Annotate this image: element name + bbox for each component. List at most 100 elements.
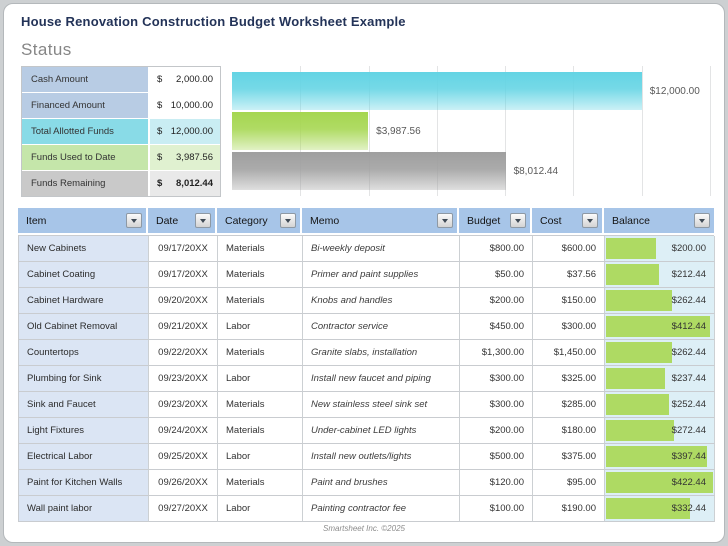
status-value-cell[interactable]: $3,987.56	[150, 145, 220, 170]
cell-balance[interactable]: $237.44	[605, 366, 715, 392]
column-header-item[interactable]: Item	[18, 208, 148, 233]
cell-memo[interactable]: Contractor service	[303, 314, 460, 340]
cell-budget[interactable]: $200.00	[460, 288, 533, 314]
filter-button[interactable]	[437, 213, 453, 228]
cell-item[interactable]: New Cabinets	[19, 236, 149, 262]
cell-memo[interactable]: Knobs and handles	[303, 288, 460, 314]
cell-item[interactable]: Electrical Labor	[19, 444, 149, 470]
cell-item[interactable]: Plumbing for Sink	[19, 366, 149, 392]
cell-memo[interactable]: Paint and brushes	[303, 470, 460, 496]
cell-memo[interactable]: Granite slabs, installation	[303, 340, 460, 366]
cell-balance[interactable]: $200.00	[605, 236, 715, 262]
filter-button[interactable]	[582, 213, 598, 228]
cell-item[interactable]: Sink and Faucet	[19, 392, 149, 418]
cell-item[interactable]: Paint for Kitchen Walls	[19, 470, 149, 496]
cell-memo[interactable]: Painting contractor fee	[303, 496, 460, 522]
cell-date[interactable]: 09/17/20XX	[149, 236, 218, 262]
cell-budget[interactable]: $200.00	[460, 418, 533, 444]
cell-item[interactable]: Cabinet Coating	[19, 262, 149, 288]
cell-memo[interactable]: New stainless steel sink set	[303, 392, 460, 418]
column-header-memo[interactable]: Memo	[302, 208, 459, 233]
cell-budget[interactable]: $800.00	[460, 236, 533, 262]
cell-budget[interactable]: $300.00	[460, 392, 533, 418]
status-value-cell[interactable]: $12,000.00	[150, 119, 220, 144]
cell-category[interactable]: Labor	[218, 444, 303, 470]
cell-category[interactable]: Labor	[218, 496, 303, 522]
cell-category[interactable]: Materials	[218, 392, 303, 418]
cell-category[interactable]: Labor	[218, 314, 303, 340]
cell-date[interactable]: 09/26/20XX	[149, 470, 218, 496]
cell-memo[interactable]: Under-cabinet LED lights	[303, 418, 460, 444]
cell-date[interactable]: 09/27/20XX	[149, 496, 218, 522]
cell-budget[interactable]: $300.00	[460, 366, 533, 392]
cell-budget[interactable]: $1,300.00	[460, 340, 533, 366]
cell-cost[interactable]: $150.00	[533, 288, 605, 314]
cell-category[interactable]: Materials	[218, 262, 303, 288]
column-header-balance[interactable]: Balance	[604, 208, 714, 233]
column-header-category[interactable]: Category	[217, 208, 302, 233]
cell-item[interactable]: Cabinet Hardware	[19, 288, 149, 314]
status-value-cell[interactable]: $8,012.44	[150, 171, 220, 196]
cell-memo[interactable]: Primer and paint supplies	[303, 262, 460, 288]
cell-balance[interactable]: $397.44	[605, 444, 715, 470]
cell-date[interactable]: 09/23/20XX	[149, 366, 218, 392]
cell-cost[interactable]: $95.00	[533, 470, 605, 496]
cell-cost[interactable]: $285.00	[533, 392, 605, 418]
cell-memo[interactable]: Install new faucet and piping	[303, 366, 460, 392]
cell-cost[interactable]: $600.00	[533, 236, 605, 262]
filter-button[interactable]	[694, 213, 710, 228]
cell-cost[interactable]: $37.56	[533, 262, 605, 288]
cell-budget[interactable]: $100.00	[460, 496, 533, 522]
cell-item[interactable]: Wall paint labor	[19, 496, 149, 522]
cell-budget[interactable]: $50.00	[460, 262, 533, 288]
cell-balance[interactable]: $332.44	[605, 496, 715, 522]
cell-item[interactable]: Countertops	[19, 340, 149, 366]
cell-date[interactable]: 09/23/20XX	[149, 392, 218, 418]
cell-cost[interactable]: $1,450.00	[533, 340, 605, 366]
status-label-cell[interactable]: Financed Amount	[22, 93, 148, 118]
cell-budget[interactable]: $450.00	[460, 314, 533, 340]
status-value-cell[interactable]: $10,000.00	[150, 93, 220, 118]
status-label-cell[interactable]: Cash Amount	[22, 67, 148, 92]
status-label-cell[interactable]: Total Allotted Funds	[22, 119, 148, 144]
cell-date[interactable]: 09/20/20XX	[149, 288, 218, 314]
cell-balance[interactable]: $272.44	[605, 418, 715, 444]
cell-cost[interactable]: $325.00	[533, 366, 605, 392]
cell-memo[interactable]: Bi-weekly deposit	[303, 236, 460, 262]
cell-cost[interactable]: $375.00	[533, 444, 605, 470]
cell-cost[interactable]: $180.00	[533, 418, 605, 444]
cell-date[interactable]: 09/22/20XX	[149, 340, 218, 366]
cell-category[interactable]: Materials	[218, 236, 303, 262]
cell-balance[interactable]: $422.44	[605, 470, 715, 496]
cell-category[interactable]: Materials	[218, 340, 303, 366]
filter-button[interactable]	[510, 213, 526, 228]
cell-date[interactable]: 09/21/20XX	[149, 314, 218, 340]
cell-balance[interactable]: $212.44	[605, 262, 715, 288]
filter-button[interactable]	[195, 213, 211, 228]
cell-item[interactable]: Old Cabinet Removal	[19, 314, 149, 340]
status-value-cell[interactable]: $2,000.00	[150, 67, 220, 92]
cell-balance[interactable]: $252.44	[605, 392, 715, 418]
column-header-budget[interactable]: Budget	[459, 208, 532, 233]
cell-category[interactable]: Materials	[218, 418, 303, 444]
status-label-cell[interactable]: Funds Used to Date	[22, 145, 148, 170]
cell-memo[interactable]: Install new outlets/lights	[303, 444, 460, 470]
cell-cost[interactable]: $300.00	[533, 314, 605, 340]
cell-balance[interactable]: $412.44	[605, 314, 715, 340]
filter-button[interactable]	[126, 213, 142, 228]
column-header-date[interactable]: Date	[148, 208, 217, 233]
column-header-cost[interactable]: Cost	[532, 208, 604, 233]
cell-balance[interactable]: $262.44	[605, 340, 715, 366]
cell-item[interactable]: Light Fixtures	[19, 418, 149, 444]
cell-category[interactable]: Labor	[218, 366, 303, 392]
cell-category[interactable]: Materials	[218, 288, 303, 314]
cell-cost[interactable]: $190.00	[533, 496, 605, 522]
filter-button[interactable]	[280, 213, 296, 228]
cell-category[interactable]: Materials	[218, 470, 303, 496]
cell-budget[interactable]: $500.00	[460, 444, 533, 470]
cell-date[interactable]: 09/24/20XX	[149, 418, 218, 444]
status-label-cell[interactable]: Funds Remaining	[22, 171, 148, 196]
cell-date[interactable]: 09/17/20XX	[149, 262, 218, 288]
cell-balance[interactable]: $262.44	[605, 288, 715, 314]
cell-date[interactable]: 09/25/20XX	[149, 444, 218, 470]
